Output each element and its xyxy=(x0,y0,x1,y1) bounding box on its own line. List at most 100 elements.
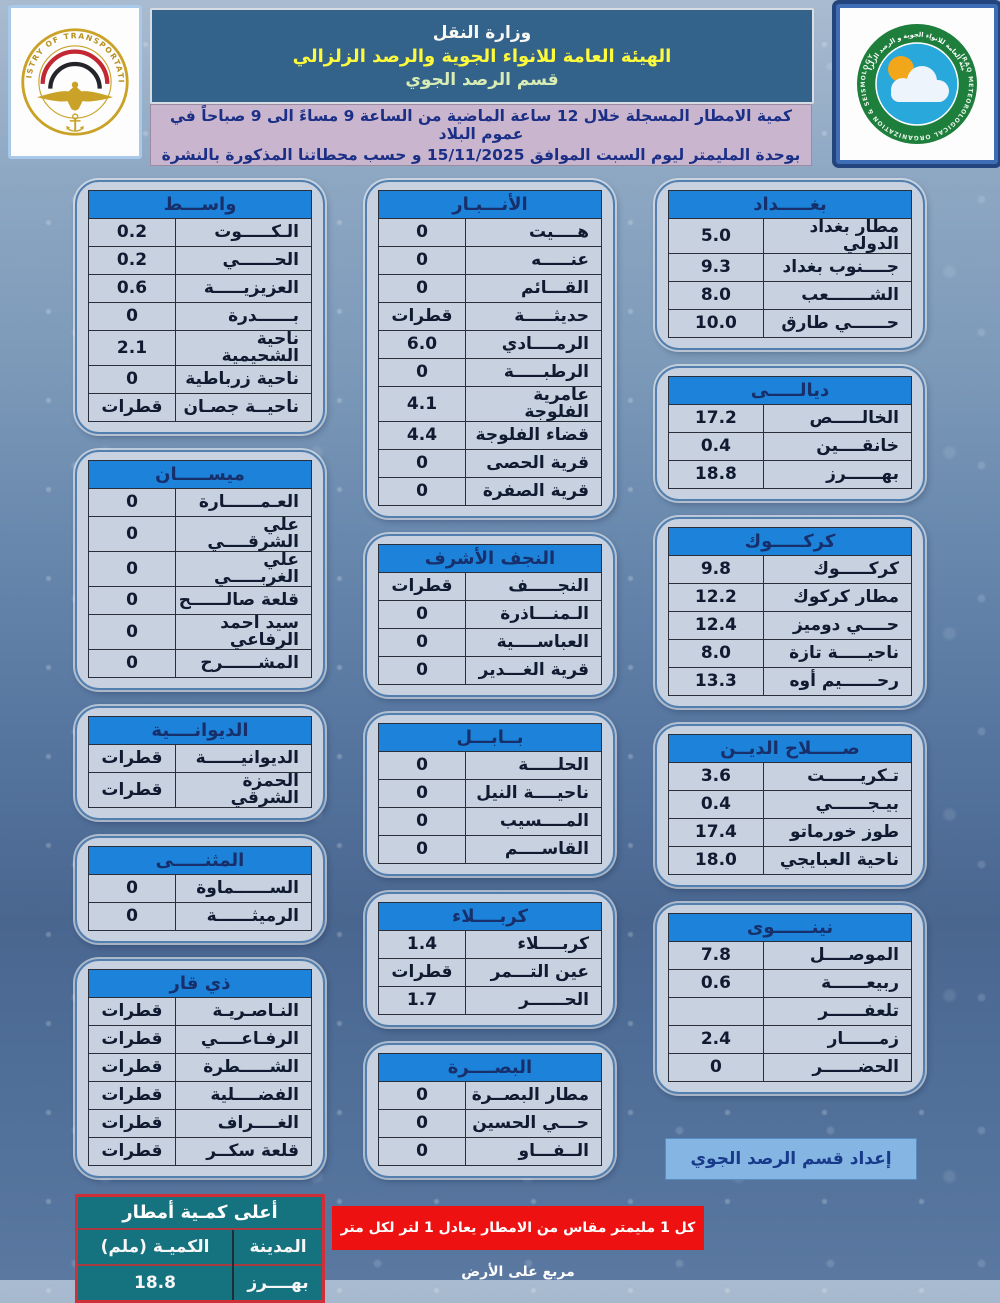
station-name: القـــائم xyxy=(464,274,603,303)
station-name: سيد احمد الرفاعي xyxy=(174,614,313,650)
regions-grid: بغـــــداد مطار بغداد الدولي 5.0 جــــنو… xyxy=(0,172,1000,1303)
table-row: بيـجــــــي 0.4 xyxy=(668,790,913,819)
region-table: النجف الأشرف النجـــــف قطرات الـمنـــاذ… xyxy=(378,544,603,685)
rain-value: 2.1 xyxy=(88,330,176,366)
region-table: نينــــــوى الموصــــل 7.8 ربيعــــــة 0… xyxy=(668,913,913,1082)
rain-value: قطرات xyxy=(88,1109,176,1138)
department-title: قسم الرصد الجوي xyxy=(405,69,559,90)
table-row: ناحية زرباطية 0 xyxy=(88,365,313,394)
rain-value: 0 xyxy=(378,779,466,808)
rain-value: 0 xyxy=(88,551,176,587)
table-row: النجـــــف قطرات xyxy=(378,572,603,601)
region-table: ذي قار النـاصـريـة قطرات الرفـاعــــي قط… xyxy=(88,969,313,1166)
rain-value: 10.0 xyxy=(668,309,764,338)
region-table: البصــــرة مطار البصــرة 0 حـــي الحسين … xyxy=(378,1053,603,1166)
station-name: قرية الحصى xyxy=(464,449,603,478)
summary-amount-value: 18.8 xyxy=(78,1264,234,1300)
rain-value: 0 xyxy=(88,649,176,678)
station-name: الحضــــــر xyxy=(762,1053,913,1082)
station-name: الرميثــــــة xyxy=(174,902,313,931)
station-name: طوز خورماتو xyxy=(762,818,913,847)
table-row: علي الشرقــــي 0 xyxy=(88,516,313,552)
column-middle: الأنـــبـار هــــيت 0 عنـــــه 0 القـــا… xyxy=(365,180,615,1303)
station-name: الـمنـــاذرة xyxy=(464,600,603,629)
rain-value xyxy=(668,997,764,1026)
rain-value: قطرات xyxy=(378,572,466,601)
region-box: كربــــلاء كربــــلاء 1.4 عين التـــمر ق… xyxy=(365,892,615,1027)
rain-value: قطرات xyxy=(88,1053,176,1082)
column-east: بغـــــداد مطار بغداد الدولي 5.0 جــــنو… xyxy=(655,180,925,1303)
table-row: الخالـــــص 17.2 xyxy=(668,404,913,433)
rain-value: 0 xyxy=(378,218,466,247)
table-row: الحمزة الشرقي قطرات xyxy=(88,772,313,808)
table-row: الحــــــر 1.7 xyxy=(378,986,603,1015)
table-row: الســــــماوة 0 xyxy=(88,874,313,903)
table-row: ربيعــــــة 0.6 xyxy=(668,969,913,998)
rain-value: 12.4 xyxy=(668,611,764,640)
region-title: ديالـــــى xyxy=(668,376,912,405)
station-name: حـــي الحسين xyxy=(464,1109,603,1138)
max-rain-summary: أعلى كمـية أمطار المدينة الكميـة (ملم) ب… xyxy=(75,1194,325,1303)
table-row: جــــنوب بغداد 9.3 xyxy=(668,253,913,282)
region-title: نينــــــوى xyxy=(668,913,912,942)
eagle-icon xyxy=(37,85,113,111)
rain-value: 0 xyxy=(88,614,176,650)
rain-value: 8.0 xyxy=(668,281,764,310)
rain-value: 0 xyxy=(378,600,466,629)
rain-value: 7.8 xyxy=(668,941,764,970)
station-name: العباســــية xyxy=(464,628,603,657)
table-row: العـمــــــارة 0 xyxy=(88,488,313,517)
region-title: كركـــــوك xyxy=(668,527,912,556)
page-header: MINISTRY OF TRANSPORTATION ⚓ وزارة النقل… xyxy=(0,0,1000,172)
station-name: الحــــــر xyxy=(464,986,603,1015)
table-row: حــــــي طارق 10.0 xyxy=(668,309,913,338)
station-name: مطار البصــرة xyxy=(464,1081,603,1110)
rain-value: 3.6 xyxy=(668,762,764,791)
rain-value: قطرات xyxy=(88,1137,176,1166)
table-row: الديوانيــــــة قطرات xyxy=(88,744,313,773)
region-title: صـــــلاح الديــن xyxy=(668,734,912,763)
station-name: زمــــــار xyxy=(762,1025,913,1054)
table-row: خانقــــين 0.4 xyxy=(668,432,913,461)
rain-value: 17.2 xyxy=(668,404,764,433)
region-title: كربــــلاء xyxy=(378,902,602,931)
table-row: الـمنـــاذرة 0 xyxy=(378,600,603,629)
region-box: النجف الأشرف النجـــــف قطرات الـمنـــاذ… xyxy=(365,534,615,697)
rain-value: 0 xyxy=(378,656,466,685)
table-row: عين التـــمر قطرات xyxy=(378,958,603,987)
table-row: حـــي الحسين 0 xyxy=(378,1109,603,1138)
rain-value: 0 xyxy=(378,274,466,303)
table-row: القـــائم 0 xyxy=(378,274,603,303)
region-table: صـــــلاح الديــن تـكريــــــت 3.6 بيـجـ… xyxy=(668,734,913,875)
station-name: حــــــي طارق xyxy=(762,309,913,338)
region-box: نينــــــوى الموصــــل 7.8 ربيعــــــة 0… xyxy=(655,903,925,1094)
table-row: الغــــراف قطرات xyxy=(88,1109,313,1138)
rain-value: 0.2 xyxy=(88,246,176,275)
region-box: ديالـــــى الخالـــــص 17.2 خانقــــين 0… xyxy=(655,366,925,501)
rain-value: 8.0 xyxy=(668,639,764,668)
station-name: خانقــــين xyxy=(762,432,913,461)
table-row: عامرية الفلوجة 4.1 xyxy=(378,386,603,422)
ministry-of-transport-logo: MINISTRY OF TRANSPORTATION ⚓ xyxy=(8,5,142,159)
region-title: الديوانــــية xyxy=(88,716,312,745)
table-row: ناحية العبايجي 18.0 xyxy=(668,846,913,875)
table-row: هــــيت 0 xyxy=(378,218,603,247)
rain-value: 1.7 xyxy=(378,986,466,1015)
rain-value: قطرات xyxy=(88,997,176,1026)
region-title: ميســـــان xyxy=(88,460,312,489)
station-name: الــفـــاو xyxy=(464,1137,603,1166)
station-name: ناحية العبايجي xyxy=(762,846,913,875)
station-name: قرية الغـــدير xyxy=(464,656,603,685)
rain-value: 1.4 xyxy=(378,930,466,959)
banner-line-1: كمية الامطار المسجلة خلال 12 ساعة الماضي… xyxy=(170,106,792,143)
rain-value: 13.3 xyxy=(668,667,764,696)
station-name: قرية الصفرة xyxy=(464,477,603,506)
table-row: الحضــــــر 0 xyxy=(668,1053,913,1082)
met-logo-icon: IRAQ METEOROLOGICAL ORGANIZATION & SEISM… xyxy=(857,24,977,144)
table-row: مطار بغداد الدولي 5.0 xyxy=(668,218,913,254)
rain-value: 2.4 xyxy=(668,1025,764,1054)
table-row: بــــــدرة 0 xyxy=(88,302,313,331)
rain-value: 0 xyxy=(88,365,176,394)
station-name: عامرية الفلوجة xyxy=(464,386,603,422)
